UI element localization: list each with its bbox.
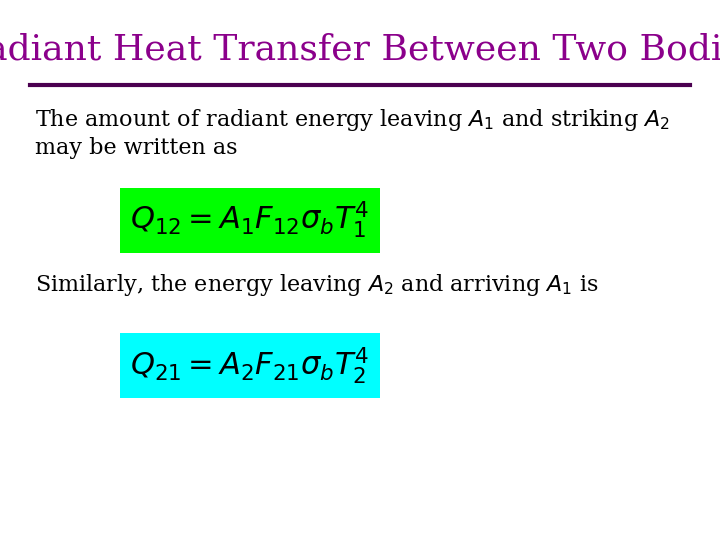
FancyBboxPatch shape xyxy=(120,333,380,397)
Text: Similarly, the energy leaving $A_2$ and arriving $A_1$ is: Similarly, the energy leaving $A_2$ and … xyxy=(35,272,599,298)
Text: $Q_{21} = A_2 F_{21} \sigma_b T_2^4$: $Q_{21} = A_2 F_{21} \sigma_b T_2^4$ xyxy=(130,345,369,386)
Text: $Q_{12} = A_1 F_{12} \sigma_b T_1^4$: $Q_{12} = A_1 F_{12} \sigma_b T_1^4$ xyxy=(130,199,369,240)
Text: Radiant Heat Transfer Between Two Bodies: Radiant Heat Transfer Between Two Bodies xyxy=(0,33,720,67)
Text: The amount of radiant energy leaving $A_1$ and striking $A_2$: The amount of radiant energy leaving $A_… xyxy=(35,107,670,133)
Text: may be written as: may be written as xyxy=(35,137,238,159)
FancyBboxPatch shape xyxy=(120,187,380,253)
